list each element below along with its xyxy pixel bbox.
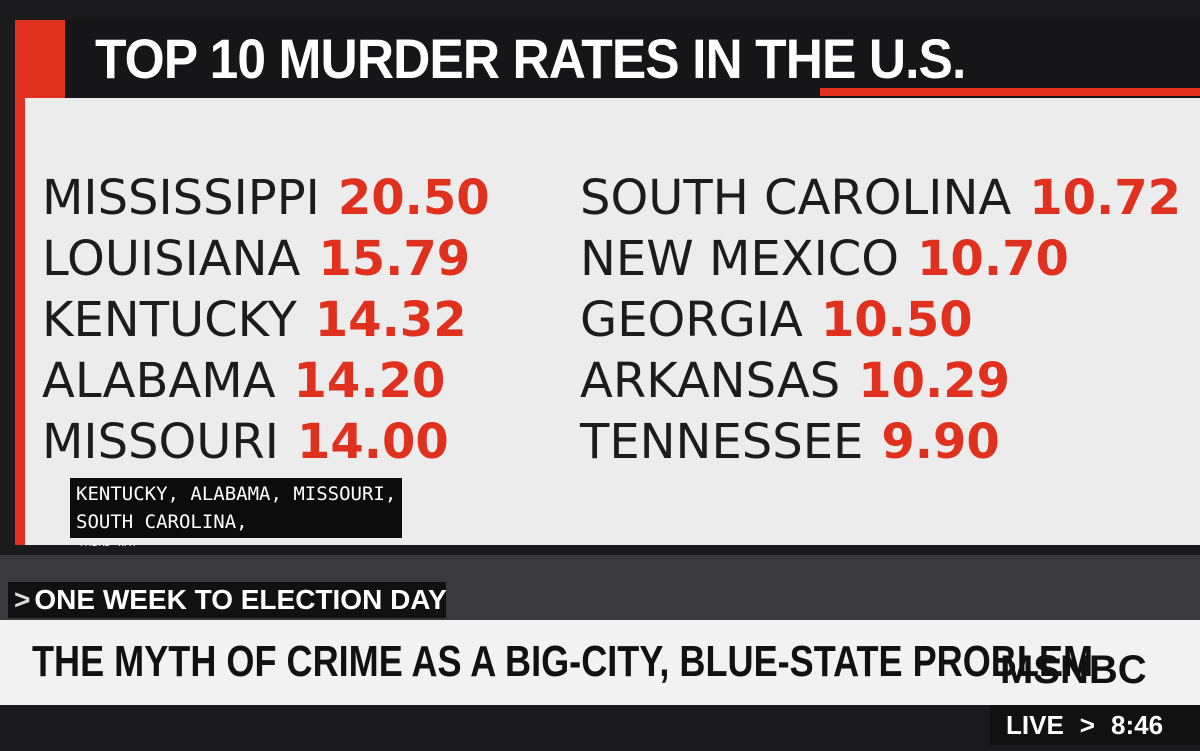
kicker-text: ONE WEEK TO ELECTION DAY [34,584,447,615]
live-label: LIVE [1006,710,1064,740]
clock: 8:46 [1110,710,1164,740]
state-name: ALABAMA [42,353,276,409]
kicker: > ONE WEEK TO ELECTION DAY [8,582,447,618]
caption-line: SOUTH CAROLINA, [76,511,248,533]
state-name: KENTUCKY [42,292,297,348]
rate-row: MISSOURI 14.00 [42,414,449,470]
rate-value: 14.00 [296,414,449,470]
rate-row: ALABAMA 14.20 [42,353,445,409]
rate-row: TENNESSEE 9.90 [580,414,1000,470]
state-name: GEORGIA [580,292,803,348]
rate-value: 15.79 [318,231,471,287]
rate-row: KENTUCKY 14.32 [42,292,467,348]
rate-value: 9.90 [881,414,1000,470]
source: THIRD WAY [78,536,138,549]
title-bar [65,20,1200,98]
rate-value: 14.32 [314,292,467,348]
network-logo: MSNBC [1000,648,1147,692]
rate-row: SOUTH CAROLINA 10.72 [580,170,1181,226]
rate-row: GEORGIA 10.50 [580,292,973,348]
rate-value: 14.20 [293,353,446,409]
rate-value: 20.50 [337,170,490,226]
rate-value: 10.70 [917,231,1069,287]
closed-caption: KENTUCKY, ALABAMA, MISSOURI, SOUTH CAROL… [70,478,403,538]
state-name: ARKANSAS [580,353,841,409]
headline: THE MYTH OF CRIME AS A BIG-CITY, BLUE-ST… [32,637,1094,686]
headline-bar [0,620,1200,705]
rate-row: LOUISIANA 15.79 [42,231,470,287]
kicker-arrow: > [14,584,31,615]
rate-row: MISSISSIPPI 20.50 [42,170,490,226]
state-name: TENNESSEE [580,414,864,470]
caption-line: KENTUCKY, ALABAMA, MISSOURI, [76,483,397,505]
rate-value: 10.29 [858,353,1011,409]
accent-line [820,88,1200,96]
state-name: SOUTH CAROLINA [580,170,1012,226]
live-box: LIVE >8:46 [990,705,1200,745]
rate-value: 10.50 [820,292,973,348]
panel [25,98,1200,545]
state-name: MISSISSIPPI [42,170,320,226]
rate-value: 10.72 [1029,170,1182,226]
state-name: MISSOURI [42,414,279,470]
live-arrow: > [1079,710,1095,740]
rate-row: ARKANSAS 10.29 [580,353,1010,409]
state-name: LOUISIANA [42,231,301,287]
title: TOP 10 MURDER RATES IN THE U.S. [95,27,966,90]
state-name: NEW MEXICO [580,231,900,287]
rate-row: NEW MEXICO 10.70 [580,231,1069,287]
